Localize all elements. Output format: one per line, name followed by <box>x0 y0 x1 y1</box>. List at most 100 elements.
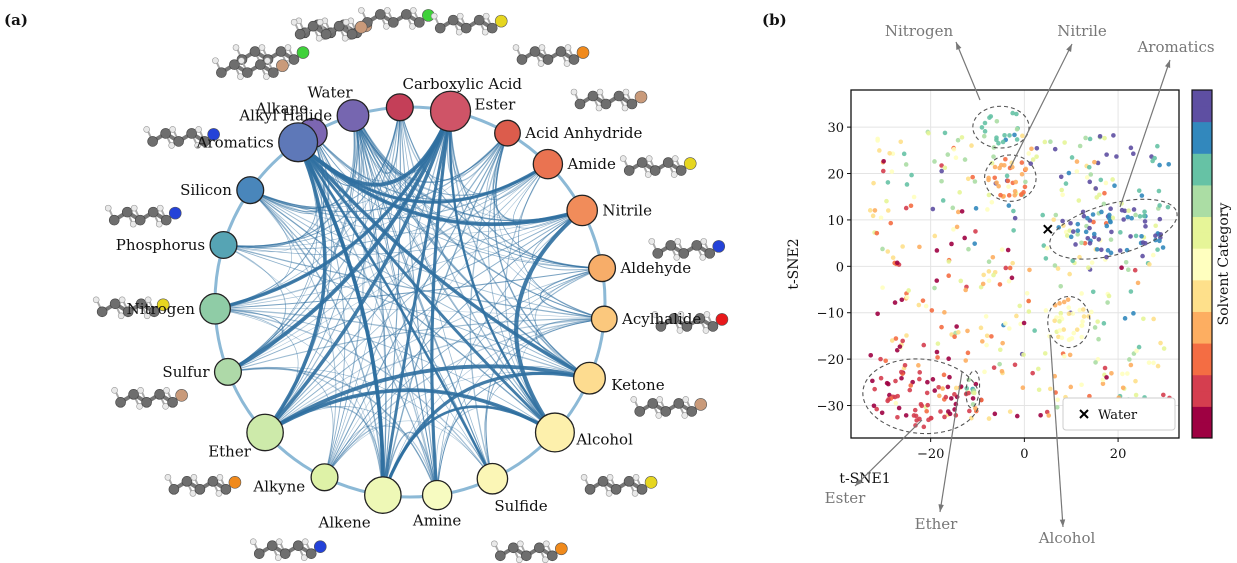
carbon-atom <box>610 484 622 495</box>
scatter-point <box>994 180 999 185</box>
scatter-point <box>953 385 959 391</box>
hydrogen-atom <box>570 88 578 96</box>
carbon-atom <box>147 206 159 218</box>
scatter-point <box>1111 133 1116 138</box>
carbon-atom <box>346 28 358 40</box>
carbon-atom <box>320 28 332 40</box>
scatter-point <box>1040 212 1046 218</box>
x-tick-label: 20 <box>1110 447 1127 462</box>
carbon-atom <box>194 484 206 495</box>
hydrogen-atom <box>249 538 257 545</box>
hydrogen-atom <box>630 396 638 403</box>
hydrogen-atom <box>144 296 152 304</box>
scatter-point <box>1036 366 1041 372</box>
network-edge-thin <box>297 142 346 478</box>
colorbar: Solvent Category <box>1191 89 1232 439</box>
molecule-alcohol <box>580 474 658 497</box>
scatter-point <box>1018 321 1023 327</box>
scatter-point <box>950 205 956 211</box>
scatter-point <box>1036 387 1042 393</box>
carbon-atom <box>141 397 152 408</box>
scatter-point <box>1058 174 1064 180</box>
scatter-point <box>1127 357 1132 362</box>
cluster-ellipse-nitrogen <box>972 105 1030 149</box>
hydrogen-atom <box>137 387 144 394</box>
scatter-point <box>1010 260 1015 266</box>
carbon-atom <box>704 248 716 259</box>
carbon-atom <box>662 157 674 168</box>
node-label-ether: Ether <box>208 443 252 461</box>
scatter-point <box>934 278 940 283</box>
node-sulfur <box>213 357 243 386</box>
carbon-atom <box>266 540 278 551</box>
node-label-acylhalide: Acylhalide <box>621 310 701 328</box>
colorbar-segment <box>1192 311 1212 328</box>
scatter-point <box>1126 208 1131 214</box>
scatter-point <box>1077 307 1083 313</box>
scatter-point <box>1086 265 1091 270</box>
scatter-point <box>937 393 942 399</box>
scatter-point <box>951 227 956 232</box>
scatter-point <box>963 287 968 293</box>
hydrogen-atom <box>481 28 489 36</box>
scatter-point <box>990 254 996 260</box>
scatter-point <box>1027 267 1032 273</box>
scatter-point <box>954 324 959 329</box>
scatter-point <box>1048 386 1053 392</box>
carbon-atom <box>613 90 625 102</box>
scatter-point <box>972 179 978 184</box>
scatter-point <box>1017 303 1023 309</box>
scatter-point <box>1090 212 1096 217</box>
scatter-point <box>1014 137 1020 142</box>
node-label-water: Water <box>307 83 353 101</box>
scatter-point <box>1104 375 1109 380</box>
scatter-point <box>1014 111 1019 117</box>
carbon-atom <box>675 165 687 176</box>
carbon-atom <box>279 548 291 559</box>
carbon-atom <box>434 22 446 34</box>
node-alkene <box>364 476 402 514</box>
colorbar-segment <box>1192 137 1212 154</box>
scatter-point <box>1119 265 1124 271</box>
carbon-atom <box>134 214 146 226</box>
scatter-point <box>1131 151 1136 157</box>
scatter-point <box>1079 323 1085 328</box>
scatter-point <box>1089 309 1094 315</box>
scatter-point <box>973 206 979 211</box>
scatter-point <box>874 406 880 412</box>
scatter-point <box>940 386 945 391</box>
scatter-point <box>1056 334 1061 340</box>
scatter-point <box>885 249 891 254</box>
y-tick-label: 10 <box>827 214 844 229</box>
scatter-point <box>896 405 902 411</box>
node-phosphorus <box>209 230 238 260</box>
scatter-point <box>946 273 952 279</box>
scatter-point <box>958 278 964 284</box>
scatter-point <box>998 192 1003 198</box>
network-edge-thin <box>352 115 590 379</box>
scatter-point <box>1092 325 1098 330</box>
scatter-point <box>930 377 936 382</box>
scatter-point <box>895 393 900 399</box>
network-edge-aromatics-ether <box>263 141 327 434</box>
scatter-point <box>1128 234 1133 239</box>
network-edge-thin <box>249 189 556 433</box>
scatter-point <box>1002 132 1007 138</box>
hydrogen-atom <box>517 540 524 548</box>
scatter-point <box>1052 373 1058 379</box>
scatter-point <box>934 248 940 253</box>
scatter-point <box>910 379 915 385</box>
colorbar-segment <box>1192 169 1212 186</box>
scatter-point <box>1020 133 1025 139</box>
molecule-alkane <box>232 44 310 67</box>
scatter-point <box>1133 212 1138 218</box>
hydrogen-atom <box>543 540 550 548</box>
hydrogen-atom <box>156 204 164 212</box>
scatter-point <box>1104 223 1110 229</box>
hetero-atom <box>207 128 220 141</box>
carbon-atom <box>229 59 240 70</box>
hetero-atom <box>276 59 289 72</box>
carbon-atom <box>401 9 412 20</box>
network-edge-thin <box>250 189 583 235</box>
node-silicon <box>236 176 265 205</box>
